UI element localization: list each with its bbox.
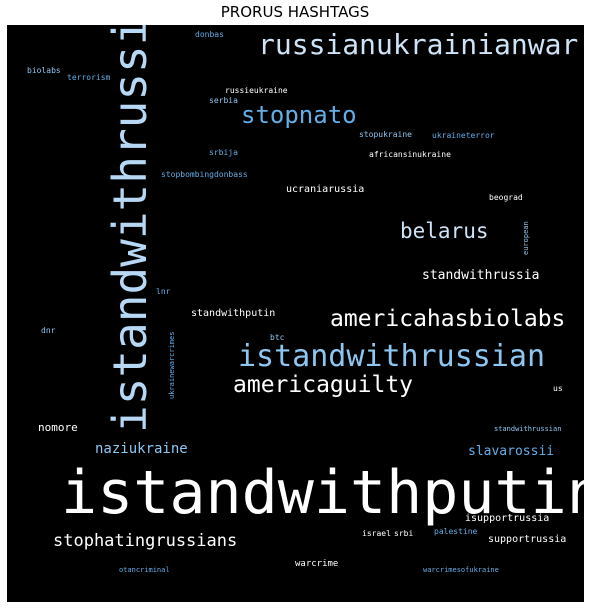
word-slavarossii: slavarossii — [468, 444, 555, 459]
word-americahasbiolabs: americahasbiolabs — [330, 306, 566, 332]
word-ukraineterror: ukraineterror — [432, 131, 495, 140]
word-russianukrainianwar: russianukrainianwar — [258, 28, 579, 61]
word-standwithputin: standwithputin — [191, 308, 276, 319]
word-stopbombingdonbass: stopbombingdonbass — [161, 170, 248, 179]
word-stopukraine: stopukraine — [359, 130, 412, 139]
word-biolabs: biolabs — [27, 66, 61, 75]
word-beograd: beograd — [489, 193, 523, 202]
word-dnr: dnr — [41, 326, 56, 335]
word-africansinukraine: africansinukraine — [369, 150, 451, 159]
word-otancriminal: otancriminal — [119, 566, 170, 574]
word-btc: btc — [270, 333, 285, 342]
word-istandwithrussia: istandwithrussia — [103, 25, 157, 433]
word-standwithrussian: standwithrussian — [494, 425, 562, 433]
word-isupportrussia: isupportrussia — [465, 513, 550, 524]
word-supportrussia: supportrussia — [488, 534, 567, 545]
word-donbas: donbas — [195, 30, 224, 39]
word-ukrainewarcrimes: ukrainewarcrimes — [168, 331, 176, 399]
word-warcrime: warcrime — [295, 559, 339, 569]
word-americaguilty: americaguilty — [233, 372, 414, 398]
word-belarus: belarus — [400, 219, 489, 243]
word-srbi: srbi — [394, 529, 414, 538]
word-cloud: istandwithputin istandwithrussia russian… — [7, 25, 584, 602]
word-terrorism: terrorism — [67, 73, 111, 82]
word-israel: israel — [362, 529, 391, 538]
word-warcrimesofukraine: warcrimesofukraine — [423, 566, 499, 574]
word-ucraniarussia: ucraniarussia — [286, 184, 365, 195]
chart-title: PRORUS HASHTAGS — [220, 3, 370, 21]
word-istandwithrussian: istandwithrussian — [238, 339, 546, 374]
word-lnr: lnr — [156, 287, 171, 296]
word-srbija: srbija — [209, 148, 238, 157]
word-european: european — [522, 221, 530, 255]
word-russieukraine: russieukraine — [225, 86, 288, 95]
word-us: us — [553, 384, 563, 393]
word-palestine: palestine — [434, 527, 478, 536]
word-nomore: nomore — [38, 421, 78, 434]
word-istandwithputin: istandwithputin — [61, 458, 584, 528]
word-stophatingrussians: stophatingrussians — [53, 531, 238, 551]
word-standwithrussia: standwithrussia — [422, 268, 540, 283]
word-stopnato: stopnato — [241, 101, 357, 129]
word-naziukraine: naziukraine — [95, 441, 188, 457]
word-serbia: serbia — [209, 96, 238, 105]
